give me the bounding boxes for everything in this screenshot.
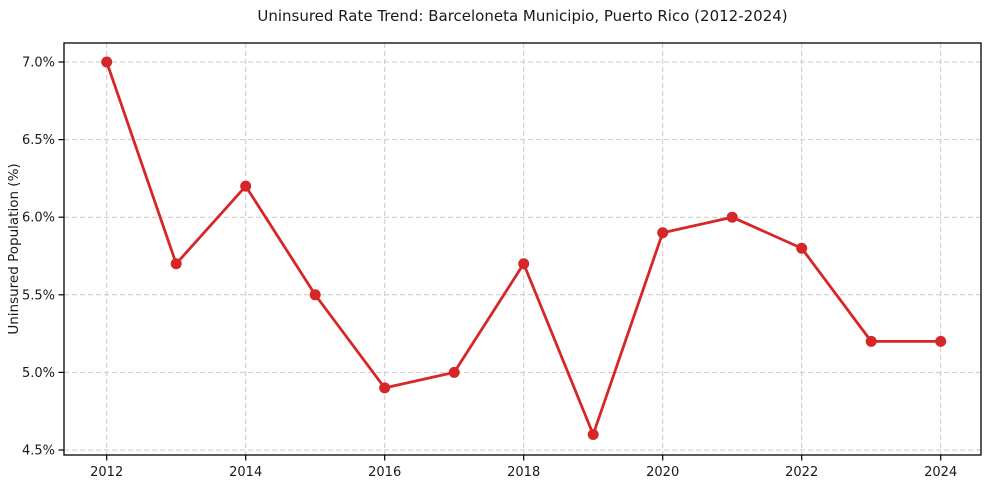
data-point	[170, 258, 182, 270]
chart-title: Uninsured Rate Trend: Barceloneta Munici…	[257, 7, 788, 25]
y-tick-label: 6.5%	[22, 133, 55, 148]
x-tick-label: 2012	[90, 465, 123, 480]
x-tick-label: 2016	[368, 465, 401, 480]
data-point	[587, 428, 599, 440]
data-point	[865, 335, 877, 347]
x-tick-label: 2022	[785, 465, 818, 480]
x-tick-label: 2014	[229, 465, 262, 480]
data-point	[448, 366, 460, 378]
data-point	[379, 382, 391, 394]
data-point	[101, 56, 113, 68]
y-tick-label: 5.0%	[22, 366, 55, 381]
data-point	[657, 227, 669, 239]
x-tick-label: 2020	[646, 465, 679, 480]
data-point	[240, 180, 252, 192]
data-point	[726, 211, 738, 223]
y-tick-label: 4.5%	[22, 444, 55, 459]
y-tick-label: 6.0%	[22, 211, 55, 226]
data-point	[796, 242, 808, 254]
x-tick-label: 2024	[924, 465, 957, 480]
y-tick-label: 5.5%	[22, 288, 55, 303]
data-point	[935, 335, 947, 347]
data-point	[309, 289, 321, 301]
data-point	[518, 258, 530, 270]
x-tick-label: 2018	[507, 465, 540, 480]
y-tick-label: 7.0%	[22, 56, 55, 71]
plot-border	[63, 42, 982, 456]
